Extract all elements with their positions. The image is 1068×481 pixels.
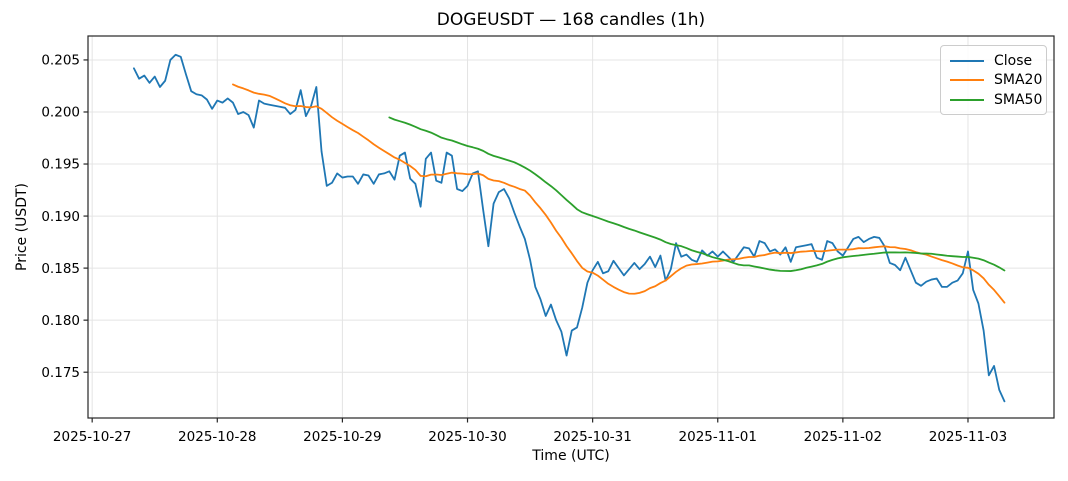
- legend: Close SMA20 SMA50: [940, 45, 1047, 115]
- x-tick-label: 2025-10-31: [553, 429, 631, 445]
- legend-label: Close: [994, 52, 1033, 69]
- legend-swatch-sma20: [950, 79, 984, 81]
- x-tick-label: 2025-10-28: [178, 429, 256, 445]
- y-tick-label: 0.185: [41, 261, 80, 277]
- x-tick-label: 2025-11-03: [929, 429, 1007, 445]
- x-tick-label: 2025-11-01: [679, 429, 757, 445]
- y-tick-label: 0.180: [41, 313, 80, 329]
- legend-item-sma20: SMA20: [950, 73, 1042, 87]
- x-axis-label: Time (UTC): [532, 448, 610, 464]
- close-line: [132, 53, 1006, 403]
- legend-label: SMA20: [994, 72, 1043, 88]
- chart-title: DOGEUSDT — 168 candles (1h): [436, 10, 706, 30]
- legend-swatch-close: [950, 59, 984, 62]
- sma20-line: [232, 83, 1006, 304]
- y-tick-label: 0.195: [41, 157, 80, 173]
- y-tick-label: 0.190: [41, 209, 80, 225]
- x-tick-label: 2025-10-30: [428, 429, 506, 445]
- legend-label: SMA50: [994, 91, 1043, 108]
- y-tick-label: 0.175: [41, 365, 80, 381]
- legend-swatch-sma50: [950, 98, 984, 101]
- x-tick-label: 2025-11-02: [804, 429, 882, 445]
- y-tick-label: 0.205: [41, 53, 80, 69]
- y-tick-label: 0.200: [41, 105, 80, 121]
- plot-border: [87, 35, 1055, 419]
- x-tick-label: 2025-10-29: [303, 429, 381, 445]
- sma50-line: [388, 116, 1006, 272]
- legend-item-sma50: SMA50: [950, 93, 1042, 107]
- legend-item-close: Close: [950, 54, 1037, 68]
- x-tick-label: 2025-10-27: [53, 429, 131, 445]
